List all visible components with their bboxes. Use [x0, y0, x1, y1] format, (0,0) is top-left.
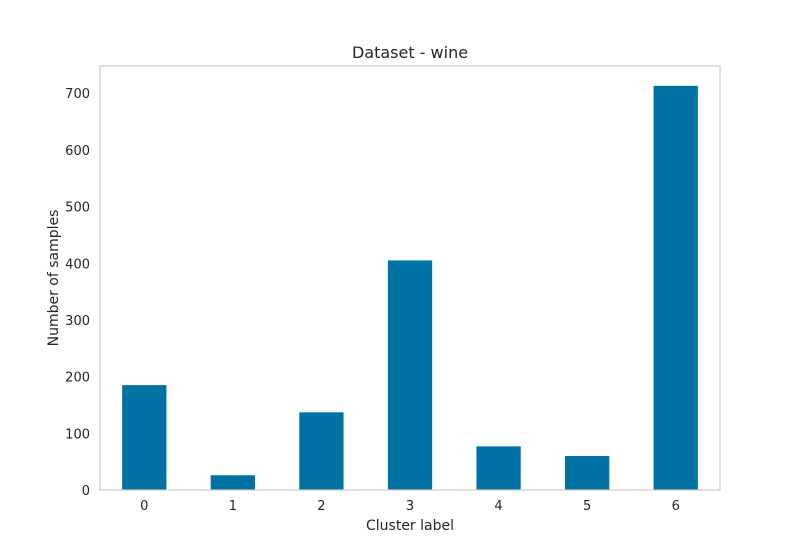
- chart-title: Dataset - wine: [352, 43, 468, 62]
- x-tick-label: 6: [672, 499, 680, 514]
- y-tick-label: 700: [65, 87, 90, 102]
- bar-cluster-4: [476, 446, 521, 490]
- bar-cluster-2: [299, 412, 344, 490]
- x-tick-label: 3: [406, 499, 414, 514]
- bar-cluster-3: [387, 260, 433, 490]
- y-tick-label: 200: [65, 371, 90, 386]
- y-tick-label: 500: [65, 201, 90, 216]
- x-tick-label: 5: [583, 499, 591, 514]
- bar-cluster-6: [653, 85, 698, 490]
- bar-cluster-1: [210, 475, 255, 490]
- plot-frame: [99, 65, 721, 491]
- bar-cluster-5: [565, 455, 610, 490]
- bar-cluster-0: [122, 385, 167, 490]
- y-tick-label: 600: [65, 144, 90, 159]
- x-tick-label: 1: [229, 499, 237, 514]
- x-axis-label: Cluster label: [366, 518, 454, 534]
- y-tick-label: 400: [65, 257, 90, 272]
- x-tick-label: 0: [140, 499, 148, 514]
- y-tick-label: 100: [65, 427, 90, 442]
- bars-group: [122, 85, 698, 490]
- y-tick-label: 300: [65, 314, 90, 329]
- y-tick-label: 0: [82, 484, 90, 499]
- x-tick-labels: 0 1 2 3 4 5 6: [140, 499, 680, 514]
- y-axis-label: Number of samples: [46, 210, 62, 347]
- x-tick-label: 2: [317, 499, 325, 514]
- x-tick-label: 4: [494, 499, 502, 514]
- y-tick-labels: 0 100 200 300 400 500 600 700: [65, 87, 90, 499]
